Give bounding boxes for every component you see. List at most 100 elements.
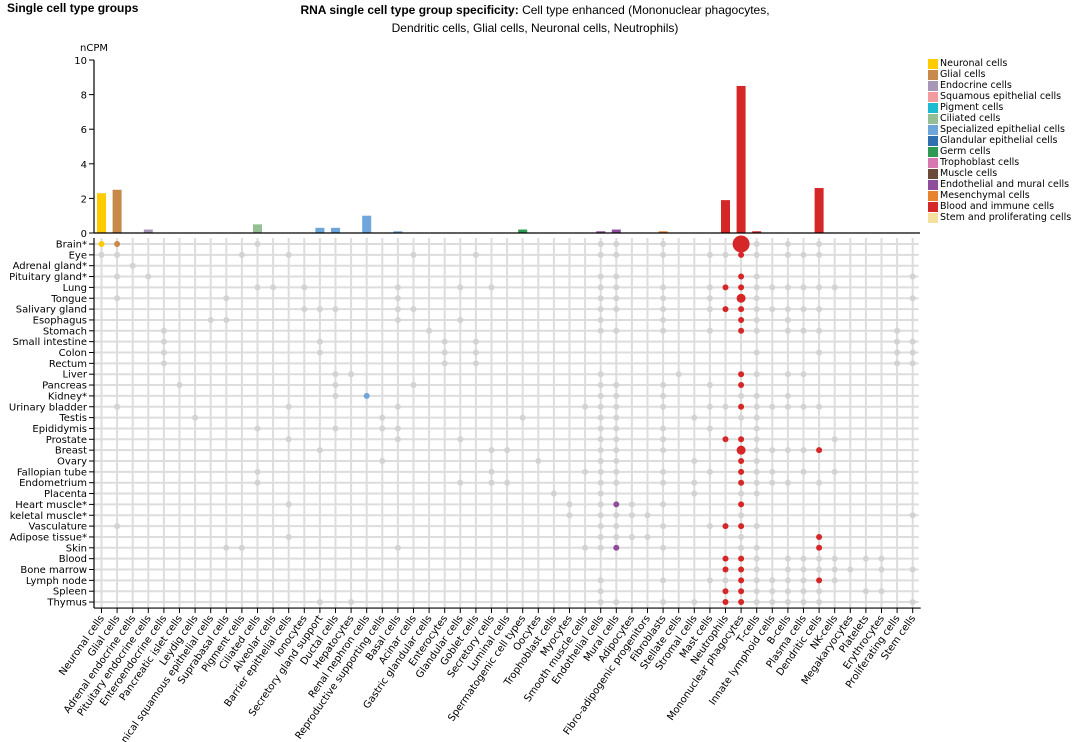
legend-swatch (928, 69, 938, 80)
dot (613, 512, 620, 519)
dot (722, 599, 729, 606)
dot (706, 523, 713, 530)
dot (613, 447, 620, 454)
dot (769, 447, 776, 454)
bar (362, 215, 372, 233)
y-tick-label: 0 (81, 229, 87, 240)
y-tick-label: 8 (81, 91, 87, 102)
legend-swatch (928, 168, 938, 179)
dot (753, 447, 760, 454)
dot (379, 425, 386, 432)
dot (613, 544, 620, 551)
y-axis-label: nCPM (80, 43, 108, 54)
tissue-label: Skin (66, 543, 87, 554)
tissue-label: Colon (59, 348, 87, 359)
dot (332, 382, 339, 389)
dot (784, 284, 791, 291)
dot (613, 501, 620, 508)
dot (613, 468, 620, 475)
dot (738, 316, 745, 323)
dot (800, 447, 807, 454)
bar (752, 231, 762, 233)
dot (613, 284, 620, 291)
legend-label: Stem and proliferating cells (940, 212, 1072, 223)
legend-item: Specialized epithelial cells (928, 124, 1072, 135)
legend-swatch (928, 157, 938, 168)
dot (660, 284, 667, 291)
dot (722, 566, 729, 573)
dot (223, 295, 230, 302)
dot (114, 403, 121, 410)
dot (394, 425, 401, 432)
dot (769, 599, 776, 606)
dot (628, 512, 635, 519)
tissue-label: Adipose tissue* (10, 532, 87, 543)
dot (738, 436, 745, 443)
dot (738, 458, 745, 464)
dot (160, 327, 167, 334)
dot (909, 360, 916, 367)
dot (660, 316, 667, 323)
dot (504, 447, 511, 454)
tissue-label: Epididymis (32, 424, 87, 435)
dot (613, 414, 620, 421)
grid (94, 238, 919, 609)
dot (566, 501, 573, 508)
dot (753, 241, 760, 247)
dot (394, 403, 401, 410)
dot (753, 490, 760, 497)
dot (285, 533, 292, 540)
dot (488, 447, 495, 454)
dot (738, 512, 745, 519)
tissue-label: Testis (58, 413, 87, 424)
dot (582, 544, 589, 551)
dot (628, 533, 635, 540)
y-tick-label: 4 (81, 160, 87, 171)
dot (816, 251, 823, 258)
legend-item: Trophoblast cells (928, 157, 1072, 168)
dot (816, 599, 823, 606)
dot (784, 251, 791, 258)
dot (738, 371, 745, 378)
dot (597, 523, 604, 530)
legend-label: Squamous epithelial cells (940, 91, 1062, 102)
dot (597, 512, 604, 519)
dot (784, 241, 791, 247)
legend-label: Endocrine cells (940, 80, 1012, 91)
tissue-label: Placenta (44, 489, 87, 500)
dot (831, 284, 838, 291)
dot (597, 599, 604, 606)
tissue-label: Lung (63, 283, 87, 294)
dot (613, 327, 620, 334)
dot (519, 414, 526, 421)
dot (394, 295, 401, 302)
dot (753, 566, 760, 573)
dot (784, 566, 791, 573)
legend-item: Endothelial and mural cells (928, 179, 1072, 190)
y-tick-label: 6 (81, 125, 87, 136)
dot (722, 588, 729, 595)
dot (784, 327, 791, 334)
dot (753, 577, 760, 584)
dot (894, 349, 901, 356)
legend-swatch (928, 135, 938, 146)
dot (660, 306, 667, 313)
dot (114, 295, 121, 302)
dot (816, 479, 823, 486)
dot (784, 392, 791, 399)
dot (660, 295, 667, 302)
dot (769, 468, 776, 475)
dot (800, 555, 807, 562)
dot (769, 403, 776, 410)
dot (176, 382, 183, 389)
dot (597, 295, 604, 302)
dot (722, 555, 729, 562)
dot (738, 490, 745, 497)
bar (143, 229, 153, 233)
dot (238, 251, 245, 258)
dot (613, 479, 620, 486)
dot (753, 544, 760, 551)
legend-label: Germ cells (940, 146, 991, 157)
dot (753, 295, 760, 302)
dot (738, 273, 745, 280)
